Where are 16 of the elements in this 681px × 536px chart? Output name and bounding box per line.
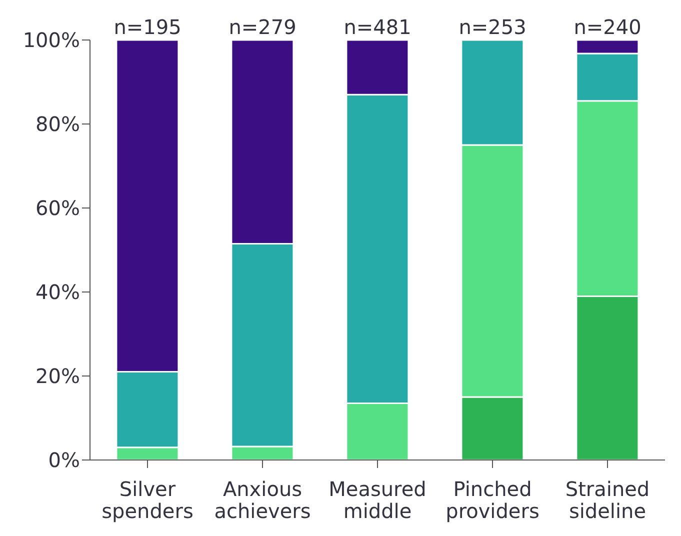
y-tick-label: 60% (36, 196, 80, 220)
y-tick-label: 80% (36, 112, 80, 136)
annotation: n=279 (228, 15, 296, 39)
y-tick-label: 40% (36, 280, 80, 304)
x-tick-label: Pinched providers (446, 477, 540, 523)
annotation: n=253 (458, 15, 526, 39)
annotation: n=195 (114, 15, 182, 39)
y-tick-label: 0% (48, 448, 80, 472)
x-tick-label: Strained sideline (565, 477, 650, 523)
x-tick-label: Anxious achievers (214, 477, 311, 523)
y-tick-label: 20% (36, 364, 80, 388)
x-tick-label: Silver spenders (102, 477, 194, 523)
x-tick-label: Measured middle (328, 477, 426, 523)
y-tick-label: 100% (22, 28, 80, 52)
annotation: n=240 (574, 15, 642, 39)
annotation: n=481 (344, 15, 412, 39)
